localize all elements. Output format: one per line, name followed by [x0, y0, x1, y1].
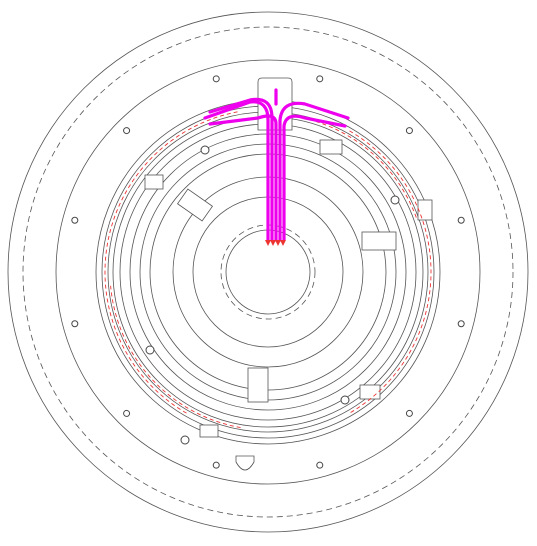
bolt-hole: [406, 410, 412, 416]
bolt-hole: [406, 128, 412, 134]
drawing: [0, 0, 537, 546]
bolt-hole: [124, 128, 130, 134]
hole: [146, 346, 154, 354]
bolt-hole: [317, 76, 323, 82]
hole: [181, 436, 189, 444]
bolt-hole: [458, 321, 464, 327]
hole: [341, 396, 349, 404]
bolt-hole: [124, 410, 130, 416]
block: [360, 385, 380, 399]
hole: [391, 196, 399, 204]
block: [362, 232, 396, 250]
bolt-hole: [458, 217, 464, 223]
block: [320, 140, 342, 154]
bolt-hole: [72, 321, 78, 327]
block: [200, 425, 218, 437]
block: [145, 175, 163, 189]
block: [418, 200, 432, 220]
bolt-hole: [72, 217, 78, 223]
bolt-hole: [317, 462, 323, 468]
block: [248, 368, 268, 402]
bolt-hole: [213, 462, 219, 468]
hole: [201, 146, 209, 154]
bolt-hole: [213, 76, 219, 82]
